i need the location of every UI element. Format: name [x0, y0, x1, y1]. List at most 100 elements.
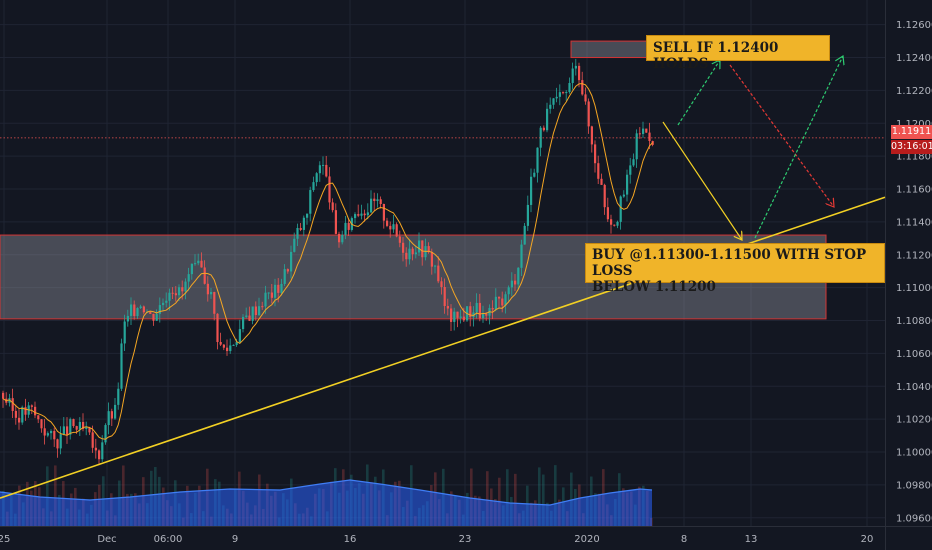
candle-body — [277, 284, 280, 293]
candle-body — [114, 404, 117, 419]
candle-body — [453, 311, 456, 322]
candle-body — [59, 434, 62, 449]
candle-body — [309, 190, 312, 214]
volume-bar — [542, 474, 545, 526]
volume-bar — [506, 469, 509, 526]
candle-body — [616, 221, 619, 226]
candle-body — [210, 292, 213, 295]
candle-body — [370, 198, 373, 213]
candle-body — [629, 165, 632, 175]
candle-body — [411, 248, 414, 255]
candle-body — [642, 128, 645, 134]
candle-body — [507, 287, 510, 295]
candle-body — [133, 304, 136, 317]
candle-body — [376, 199, 379, 202]
bearish-arrow — [729, 64, 834, 207]
candle-body — [606, 207, 609, 220]
candle-body — [222, 344, 225, 348]
candle-body — [85, 427, 88, 429]
candle-body — [117, 388, 120, 405]
candle-body — [232, 344, 235, 346]
candle-body — [430, 252, 433, 267]
candle-body — [306, 213, 309, 218]
candle-body — [238, 329, 241, 343]
candle-body — [366, 212, 369, 216]
candle-body — [322, 164, 325, 166]
volume-bar — [538, 467, 541, 526]
candle-body — [126, 315, 129, 322]
y-tick-label: 1.11800 — [896, 152, 932, 163]
candle-body — [251, 306, 254, 321]
candle-body — [165, 300, 168, 303]
candle-body — [328, 176, 331, 203]
candle-body — [446, 306, 449, 309]
candle-body — [40, 419, 43, 429]
candle-body — [62, 426, 65, 435]
candle-body — [213, 292, 216, 314]
candle-body — [434, 265, 437, 267]
candle-body — [645, 128, 648, 133]
y-tick-label: 1.10000 — [896, 448, 932, 459]
candle-body — [296, 227, 299, 239]
candle-body — [107, 411, 110, 426]
y-tick-label: 1.12000 — [896, 119, 932, 130]
candle-body — [158, 305, 161, 314]
candle-body — [123, 321, 126, 344]
candle-body — [194, 263, 197, 265]
volume-bar — [570, 472, 573, 526]
candle-body — [312, 182, 315, 191]
candle-body — [344, 222, 347, 235]
y-tick-label: 1.11400 — [896, 217, 932, 228]
sell-annotation-text: SELL IF 1.12400 HOLDS — [653, 40, 779, 72]
candle-body — [632, 159, 635, 166]
candle-body — [552, 98, 555, 105]
candle-body — [389, 225, 392, 230]
candle-body — [78, 421, 81, 430]
candle-body — [565, 92, 568, 94]
volume-bar — [122, 465, 125, 526]
candle-body — [325, 164, 328, 177]
candle-body — [440, 281, 443, 288]
candle-body — [587, 101, 590, 127]
candle-body — [50, 430, 53, 434]
volume-bar — [514, 473, 517, 526]
y-tick-label: 1.11000 — [896, 283, 932, 294]
candle-body — [37, 415, 40, 420]
candle-body — [293, 238, 296, 252]
candle-body — [341, 234, 344, 243]
candle-body — [94, 447, 97, 451]
candle-body — [648, 132, 651, 142]
candle-body — [568, 83, 571, 93]
candle-body — [555, 96, 558, 99]
candle-body — [104, 425, 107, 443]
candle-body — [229, 345, 232, 352]
volume-bar — [54, 465, 57, 526]
candle-body — [130, 304, 133, 316]
bullish-arrow-2 — [754, 56, 843, 239]
candle-body — [526, 204, 529, 226]
candle-body — [200, 260, 203, 268]
candle-body — [478, 302, 481, 319]
y-tick-label: 1.09800 — [896, 480, 932, 491]
candle-body — [274, 284, 277, 298]
candle-body — [69, 419, 72, 435]
candle-body — [536, 147, 539, 173]
candle-body — [456, 311, 459, 318]
candle-body — [197, 260, 200, 264]
candle-body — [168, 292, 171, 301]
x-tick-label: 20 — [861, 534, 874, 545]
candle-body — [254, 306, 257, 316]
candle-body — [357, 214, 360, 216]
buy-annotation: BUY @1.11300-1.11500 WITH STOP LOSS BELO… — [585, 243, 885, 295]
x-tick-label: 13 — [745, 534, 758, 545]
volume-bar — [554, 465, 557, 526]
candle-body — [245, 315, 248, 317]
candle-body — [203, 267, 206, 284]
x-tick-label: Dec — [97, 534, 116, 545]
candle-body — [613, 224, 616, 226]
candle-body — [21, 407, 24, 423]
candle-body — [373, 198, 376, 202]
candle-body — [363, 213, 366, 216]
y-tick-label: 1.11600 — [896, 185, 932, 196]
